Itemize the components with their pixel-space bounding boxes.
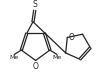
Text: O: O bbox=[33, 62, 39, 71]
Text: Me: Me bbox=[53, 55, 62, 60]
Text: O: O bbox=[68, 33, 74, 42]
Text: Me: Me bbox=[9, 55, 18, 60]
Text: S: S bbox=[33, 0, 38, 9]
